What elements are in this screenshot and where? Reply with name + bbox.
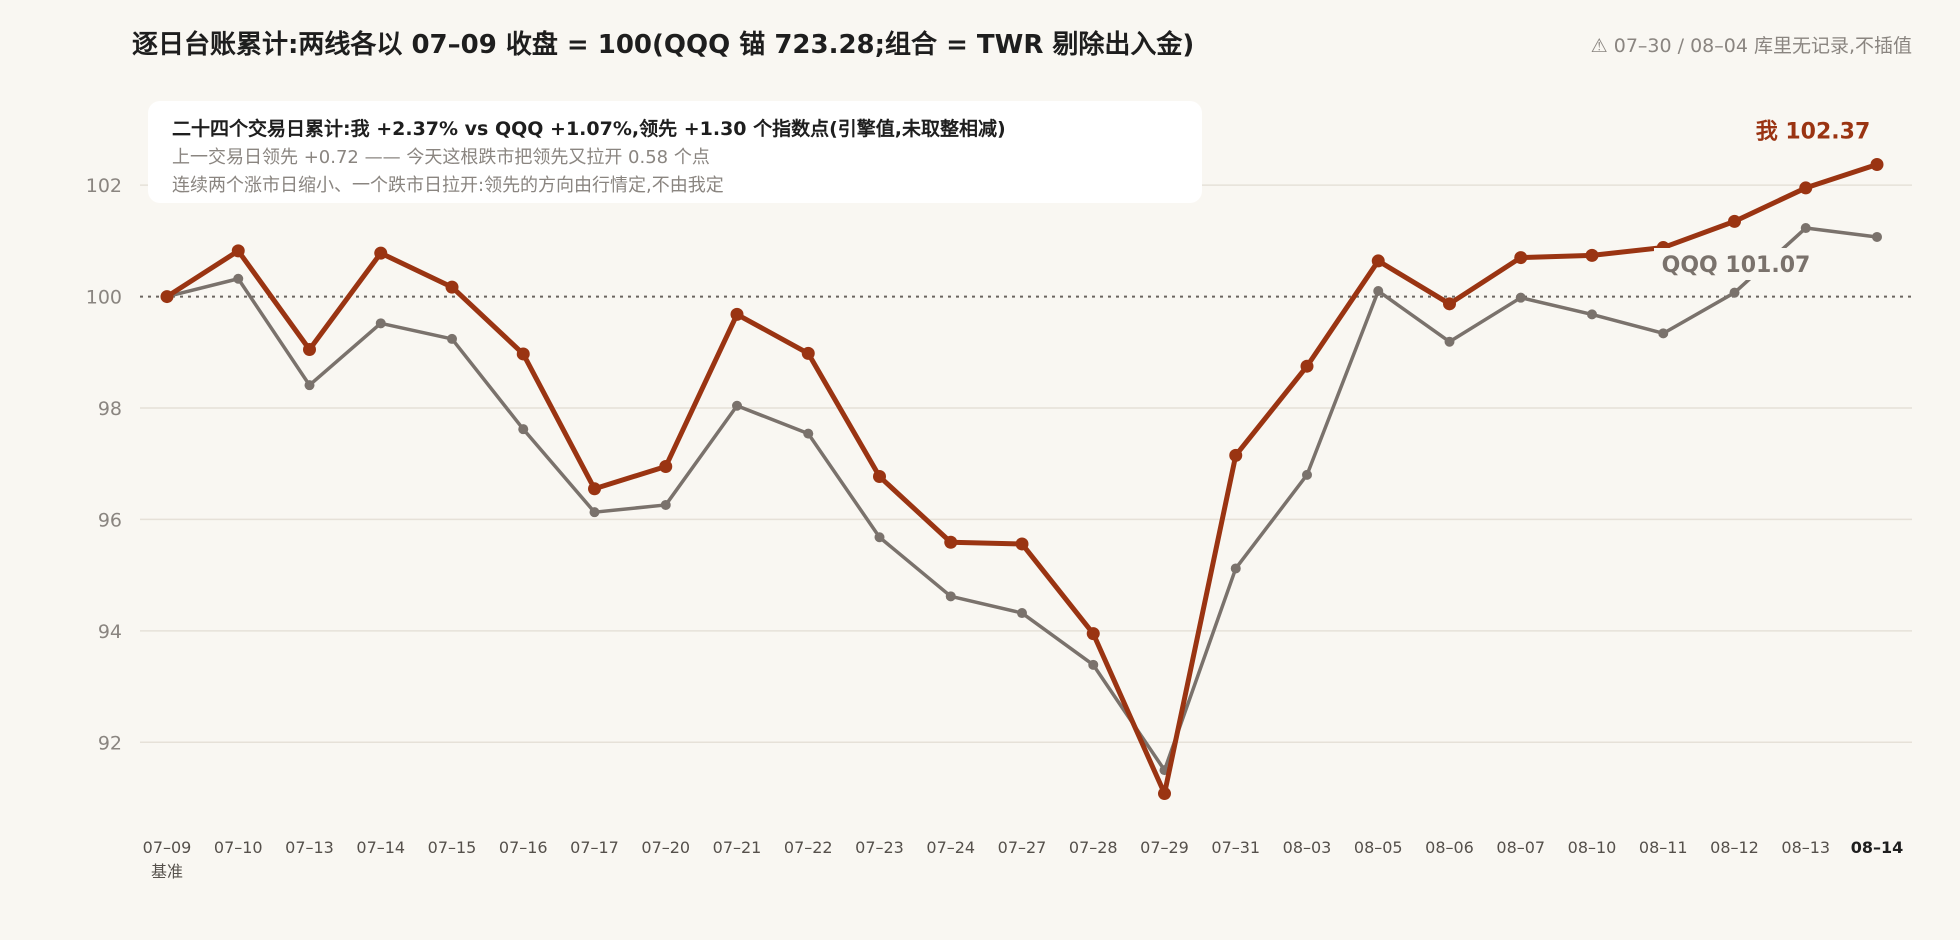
series-qqq-point [375,318,386,329]
y-axis-ticks: 92 94 96 98 100 102 [86,175,122,754]
series-me-point [1443,297,1456,311]
x-axis-ticks: 07–09 07–10 07–13 07–14 07–15 07–16 07–17 07–20… [143,838,1904,881]
series-qqq-point [1658,328,1669,339]
x-tick-label: 08–11 [1639,838,1688,857]
series-me-point [801,346,815,360]
series-qqq-point [447,333,457,344]
series-qqq-point [1088,659,1099,670]
series-me-point [1015,537,1029,551]
series-me-point [1870,158,1884,172]
series-me [160,158,1884,801]
series-me-point [944,535,958,549]
series-qqq-line [165,226,1879,772]
series-qqq-label-bg [1654,248,1818,280]
x-tick-label: 08–05 [1354,838,1403,857]
series-me-point [231,244,245,258]
y-tick-label: 100 [86,287,122,309]
x-tick-sublabel: 基准 [151,862,183,881]
x-tick-label: 08–14 [1851,838,1904,857]
series-me-point [1585,248,1599,262]
x-tick-label: 08–07 [1496,838,1545,857]
series-qqq-point [1515,292,1526,303]
series-qqq-point [1017,608,1027,619]
series-qqq-point [1230,563,1241,574]
summary-detail: 上一交易日领先 +0.72 —— 今天这根跌市把领先又拉开 0.58 个点 [172,147,710,168]
series-me-point [730,307,744,321]
x-tick-label: 08–06 [1425,838,1474,857]
series-me-point [1799,181,1813,195]
series-qqq-end-label: QQQ 101.07 [1662,253,1811,278]
x-tick-label: 08–03 [1283,838,1332,857]
series-qqq-point [304,380,315,391]
series-me-point [374,246,388,260]
series-qqq-point [518,424,529,435]
series-me-point [1514,251,1528,265]
series-qqq-point [732,400,742,411]
series-me-line [164,162,1880,797]
y-tick-label: 96 [98,509,122,531]
series-me-point [1086,627,1100,641]
series-qqq-point [945,591,956,602]
y-tick-label: 98 [98,398,122,420]
series-qqq-point [1872,231,1882,242]
x-tick-label: 07–13 [285,838,334,857]
grid-lines [140,184,1912,744]
series-me-point [445,280,459,294]
series-qqq-point [1587,309,1597,320]
series-qqq-point [233,273,244,284]
x-tick-label: 07–15 [428,838,477,857]
series-qqq-point [803,428,814,439]
series-qqq-point [1800,223,1811,234]
x-tick-label: 07–14 [356,838,405,857]
series-me-point [1158,787,1171,801]
series-me-point [873,470,886,484]
series-me-point [1371,254,1385,268]
series-qqq-point [1373,286,1384,296]
series-qqq-point [589,507,600,518]
x-tick-label: 07–27 [998,838,1047,857]
series-me-point [1300,359,1314,373]
chart-title: 逐日台账累计:两线各以 07–09 收盘 = 100(QQQ 锚 723.28;… [132,30,1195,60]
series-me-point [1728,214,1741,228]
summary-headline: 二十四个交易日累计:我 +2.37% vs QQQ +1.07%,领先 +1.3… [172,118,1006,140]
x-tick-label: 08–13 [1781,838,1830,857]
x-tick-label: 07–22 [784,838,833,857]
x-tick-label: 07–16 [499,838,548,857]
y-tick-label: 94 [98,621,122,643]
x-tick-label: 07–29 [1140,838,1189,857]
end-labels: 我 102.37 QQQ 101.07 [1654,120,1870,280]
x-tick-label: 07–23 [855,838,904,857]
series-qqq-point [874,532,885,543]
x-tick-label: 07–10 [214,838,263,857]
x-tick-label: 08–12 [1710,838,1759,857]
series-qqq-point [1444,336,1455,347]
series-me-point [659,460,673,473]
series-qqq-point [660,499,671,510]
summary-conclusion: 连续两个涨市日缩小、一个跌市日拉开:领先的方向由行情定,不由我定 [172,175,724,196]
y-tick-label: 102 [86,175,122,197]
series-me-end-label: 我 102.37 [1756,120,1871,145]
x-tick-label: 07–09 [143,838,192,857]
series-me-point [588,482,601,496]
series-qqq-point [1729,287,1740,298]
series-qqq-point [1302,469,1312,480]
x-tick-label: 07–20 [641,838,690,857]
series-me-point [303,343,316,356]
series-qqq [162,223,1882,776]
missing-data-note: ⚠ 07–30 / 08–04 库里无记录,不插值 [1590,35,1912,57]
x-tick-label: 07–31 [1211,838,1260,857]
x-tick-label: 07–21 [713,838,762,857]
series-me-point [160,290,174,304]
x-tick-label: 07–28 [1069,838,1118,857]
series-lines [160,158,1884,801]
x-tick-label: 08–10 [1568,838,1617,857]
series-me-point [1229,448,1243,462]
x-tick-label: 07–24 [926,838,975,857]
summary-box: 二十四个交易日累计:我 +2.37% vs QQQ +1.07%,领先 +1.3… [148,101,1202,203]
x-tick-label: 07–17 [570,838,619,857]
series-me-point [516,347,530,361]
y-tick-label: 92 [98,732,122,754]
